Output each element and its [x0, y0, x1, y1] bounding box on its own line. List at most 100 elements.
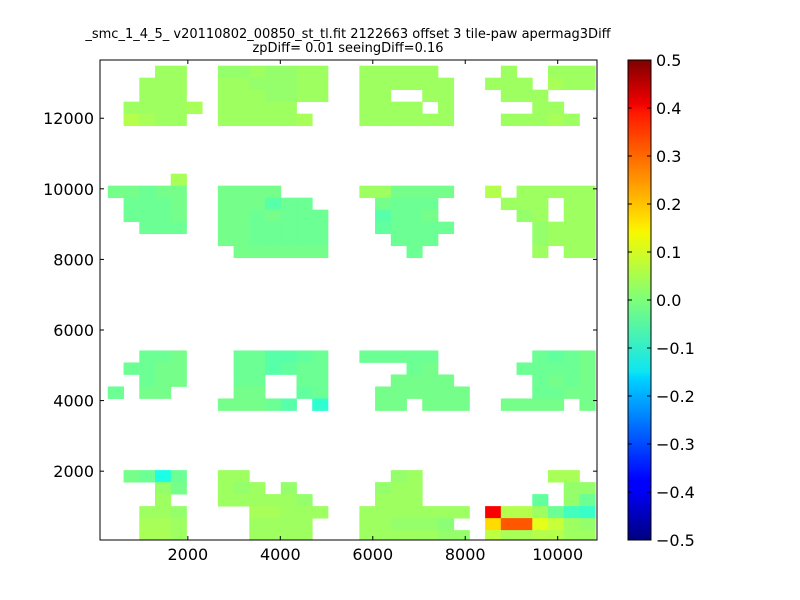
heatmap-cell [280, 506, 297, 519]
heatmap-cell [233, 245, 250, 259]
heatmap-cell [516, 518, 533, 531]
heatmap-cell [217, 185, 235, 199]
heatmap-cell [390, 209, 407, 223]
heatmap-cell [359, 185, 376, 199]
heatmap-cells [107, 65, 596, 541]
heatmap-cell [296, 506, 313, 519]
heatmap-cell [312, 233, 329, 247]
chart-title: _smc_1_4_5_ v20110802_00850_st_tl.fit 21… [84, 27, 611, 42]
x-tick-label: 2000 [167, 545, 208, 564]
heatmap-cell [563, 245, 580, 259]
heatmap-cell [390, 350, 407, 363]
heatmap-cell [422, 506, 439, 519]
heatmap-cell [107, 386, 124, 399]
heatmap-cell [375, 482, 392, 495]
heatmap-cell [170, 506, 187, 519]
heatmap-cell [265, 89, 282, 103]
heatmap-cell [453, 506, 470, 519]
heatmap-cell [233, 374, 250, 387]
heatmap-cell [139, 506, 156, 519]
heatmap-cell [422, 362, 439, 375]
heatmap-cell [375, 197, 392, 211]
heatmap-cell [249, 233, 266, 247]
heatmap-cell [280, 494, 297, 507]
heatmap-cell [170, 482, 187, 495]
heatmap-cell [579, 245, 596, 259]
heatmap-cell [422, 197, 439, 211]
heatmap-cell [265, 245, 282, 259]
heatmap-cell [422, 221, 439, 235]
heatmap-cell [390, 470, 407, 483]
heatmap-cell [170, 362, 187, 375]
heatmap-cell [406, 185, 423, 199]
heatmap-cell [547, 506, 565, 519]
heatmap-cell [233, 470, 250, 483]
heatmap-cell [579, 398, 596, 411]
heatmap-cell [280, 77, 297, 91]
heatmap-cell [312, 350, 329, 363]
heatmap-cell [563, 209, 580, 223]
heatmap-cell [280, 197, 297, 211]
x-tick-label: 4000 [260, 545, 301, 564]
heatmap-cell [249, 398, 266, 411]
heatmap-cell [280, 209, 297, 223]
heatmap-cell [390, 494, 407, 507]
heatmap-cell [579, 65, 596, 79]
heatmap-cell [265, 197, 282, 211]
heatmap-cell [280, 113, 297, 127]
heatmap-cell [217, 470, 235, 483]
heatmap-cell [375, 77, 392, 91]
heatmap-cell [406, 518, 423, 531]
heatmap-cell [296, 197, 313, 211]
heatmap-cell [359, 77, 376, 91]
heatmap-cell [547, 350, 565, 363]
heatmap-cell [485, 506, 502, 519]
heatmap-cell [579, 506, 596, 519]
heatmap-cell [563, 221, 580, 235]
heatmap-cell [233, 398, 250, 411]
heatmap-cell [406, 197, 423, 211]
heatmap-cell [170, 470, 187, 483]
heatmap-cell [532, 197, 549, 211]
heatmap-cell [547, 518, 565, 531]
heatmap-cell [312, 65, 329, 79]
heatmap-cell [516, 185, 533, 199]
heatmap-cell [233, 233, 250, 247]
heatmap-cell [375, 506, 392, 519]
heatmap-cell [265, 350, 282, 363]
heatmap-cell [280, 362, 297, 375]
heatmap-cell [390, 386, 407, 399]
heatmap-cell [422, 530, 439, 541]
heatmap-cell [579, 494, 596, 507]
heatmap-cell [422, 518, 439, 531]
heatmap-cell [532, 386, 549, 399]
heatmap-cell [390, 374, 407, 387]
heatmap-cell [563, 77, 580, 91]
heatmap-cell [437, 221, 455, 235]
heatmap-cell [217, 65, 235, 79]
heatmap-cell [406, 470, 423, 483]
heatmap-cell [375, 386, 392, 399]
heatmap-cell [437, 398, 455, 411]
heatmap-cell [422, 185, 439, 199]
heatmap-cell [155, 530, 172, 541]
heatmap-cell [532, 245, 549, 259]
heatmap-cell [437, 530, 455, 541]
heatmap-cell [139, 350, 156, 363]
heatmap-cell [547, 362, 565, 375]
heatmap-cell [422, 374, 439, 387]
heatmap-cell [296, 65, 313, 79]
heatmap-cell [563, 530, 580, 541]
heatmap-cell [563, 482, 580, 495]
heatmap-cell [563, 494, 580, 507]
heatmap-cell [563, 470, 580, 483]
heatmap-cell [170, 221, 187, 235]
y-axis: 2000 4000 6000 8000 10000 12000 [43, 109, 597, 481]
heatmap-cell [406, 494, 423, 507]
heatmap-cell [532, 185, 549, 199]
heatmap-cell [123, 362, 140, 375]
heatmap-cell [406, 386, 423, 399]
heatmap-cell [563, 65, 580, 79]
heatmap-cell [532, 506, 549, 519]
heatmap-cell [375, 185, 392, 199]
